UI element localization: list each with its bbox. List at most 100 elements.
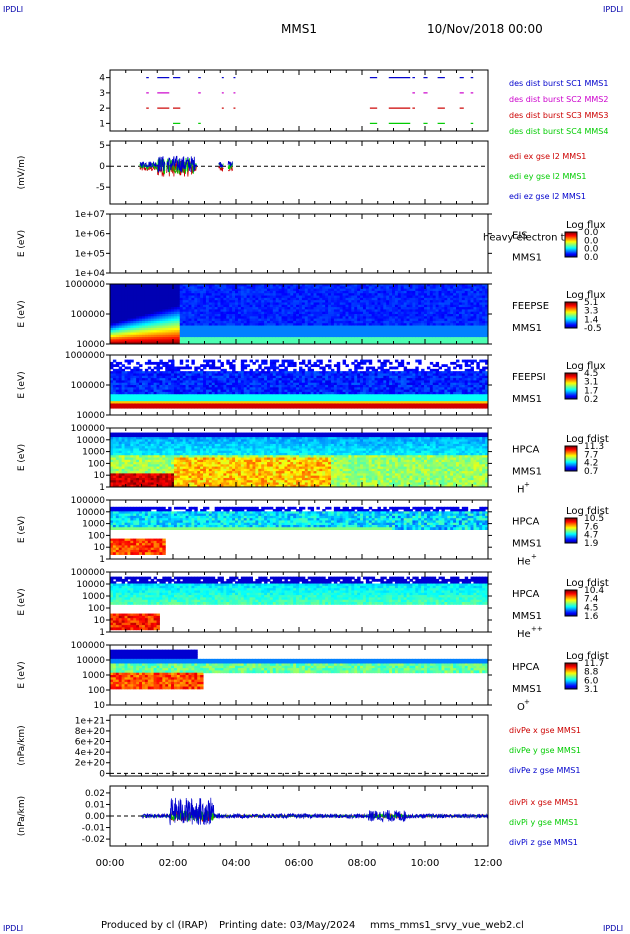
spectrogram-cell (162, 382, 166, 386)
spectrogram-cell (432, 316, 437, 320)
spectrogram-cell (479, 337, 483, 340)
spectrogram-cell (110, 316, 114, 320)
spectrogram-cell (258, 293, 262, 297)
spectrogram-cell (345, 332, 349, 336)
edi-series-3 (218, 161, 224, 168)
spectrogram-cell (246, 327, 251, 331)
spectrogram-cell (171, 309, 175, 313)
spectrogram-cell (389, 300, 393, 303)
spectrogram-cell (226, 325, 230, 329)
spectrogram-cell (156, 401, 160, 404)
spectrogram-cell (235, 398, 239, 402)
burst-legend-2: des dist burst SC2 MMS2 (509, 95, 608, 104)
colorbar-cell (565, 251, 577, 253)
spectrogram-cell (406, 325, 410, 329)
spectrogram-cell (229, 300, 233, 303)
spectrogram-cell (208, 284, 213, 287)
spectrogram-cell (409, 320, 413, 324)
spectrogram-cell (458, 318, 463, 322)
spectrogram-cell (153, 339, 158, 343)
spectrogram-cell (232, 318, 236, 322)
spectrogram-cell (214, 375, 219, 379)
spectrogram-cell (133, 325, 137, 329)
spectrogram-cell (319, 302, 323, 306)
spectrogram-cell (255, 373, 259, 377)
spectrogram-cell (365, 300, 370, 303)
spectrogram-cell (235, 311, 239, 315)
spectrogram-cell (438, 286, 442, 290)
spectrogram-cell (162, 286, 166, 290)
spectrogram-cell (159, 320, 163, 324)
spectrogram-cell (281, 327, 285, 331)
spectrogram-cell (237, 394, 242, 398)
spectrogram-cell (456, 341, 460, 345)
colorbar-cell (565, 325, 577, 327)
colorbar-cell (565, 310, 577, 313)
spectrogram-cell (362, 341, 367, 345)
spectrogram-cell (261, 341, 265, 345)
spectrogram-cell (232, 339, 236, 343)
spectrogram-cell (409, 318, 413, 322)
spectrogram-cell (485, 304, 489, 308)
spectrogram-cell (447, 309, 451, 313)
spectrogram-cell (226, 318, 230, 322)
spectrogram-cell (171, 332, 175, 336)
spectrogram-cell (267, 320, 271, 324)
spectrogram-cell (258, 297, 262, 301)
spectrogram-cell (232, 286, 236, 290)
spectrogram-cell (392, 332, 396, 336)
spectrogram-cell (383, 290, 387, 294)
spectrogram-cell (185, 389, 190, 393)
spectrogram-cell (165, 304, 169, 308)
spectrogram-cell (211, 380, 216, 384)
spectrogram-cell (235, 302, 239, 306)
spectrogram-cell (264, 405, 268, 409)
spectrogram-cell (322, 316, 326, 320)
spectrogram-cell (203, 307, 207, 310)
spectrogram-cell (261, 371, 265, 374)
spectrogram-cell (397, 311, 402, 315)
spectrogram-cell (258, 304, 262, 308)
spectrogram-cell (237, 334, 242, 338)
spectrogram-cell (240, 382, 245, 386)
spectrogram-cell (470, 302, 474, 306)
spectrogram-cell (173, 288, 178, 292)
spectrogram-cell (293, 300, 297, 303)
spectrogram-cell (118, 337, 123, 340)
spectrogram-cell (272, 307, 277, 310)
spectrogram-cell (267, 332, 271, 336)
spectrogram-cell (322, 300, 326, 303)
spectrogram-cell (476, 293, 480, 297)
spectrogram-cell (194, 385, 198, 388)
spectrogram-cell (261, 302, 265, 306)
spectrogram-cell (264, 378, 268, 381)
spectrogram-cell (179, 387, 184, 391)
spectrogram-cell (127, 316, 131, 320)
spectrogram-cell (188, 290, 192, 294)
spectrogram-cell (150, 401, 155, 404)
spectrogram-cell (235, 297, 239, 301)
spectrogram-cell (249, 339, 253, 343)
spectrogram-cell (424, 330, 428, 333)
spectrogram-cell (383, 304, 387, 308)
spectrogram-cell (165, 314, 169, 317)
spectrogram-cell (275, 366, 280, 370)
spectrogram-cell (412, 314, 416, 317)
spectrogram-cell (299, 398, 303, 402)
spectrogram-cell (307, 295, 312, 299)
spectrogram-cell (173, 327, 178, 331)
spectrogram-cell (255, 341, 259, 345)
spectrogram-cell (261, 403, 265, 407)
spectrogram-cell (357, 323, 361, 327)
spectrogram-cell (342, 309, 347, 313)
spectrogram-cell (287, 401, 291, 404)
spectrogram-cell (252, 302, 256, 306)
spectrogram-cell (476, 311, 480, 315)
spectrogram-cell (141, 320, 146, 324)
spectrogram-cell (296, 314, 300, 317)
spectrogram-cell (365, 304, 370, 308)
spectrogram-cell (217, 373, 221, 377)
spectrogram-cell (293, 323, 297, 327)
spectrogram-cell (333, 309, 338, 313)
spectrogram-cell (432, 288, 437, 292)
